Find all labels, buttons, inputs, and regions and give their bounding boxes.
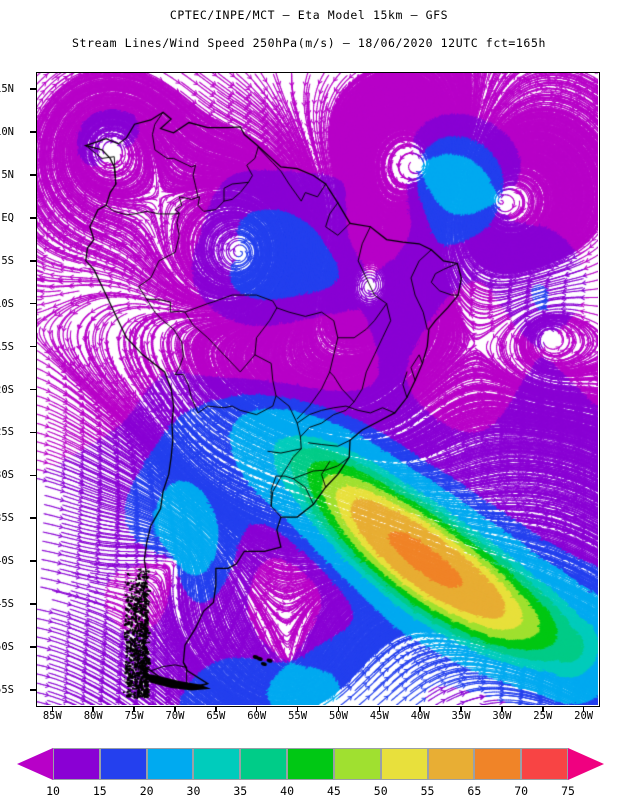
colorbar-segment [240, 748, 287, 780]
x-axis-tick-mark [256, 707, 258, 712]
y-axis-tick-mark [30, 560, 36, 562]
map-plot-area [36, 72, 600, 707]
y-axis-tick-label: 30S [0, 469, 14, 481]
title-model-line: CPTEC/INPE/MCT — Eta Model 15km — GFS [0, 8, 618, 22]
colorbar-segment [381, 748, 428, 780]
colorbar-tick-label: 55 [421, 784, 435, 798]
colorbar-tick-label: 35 [233, 784, 247, 798]
x-axis-tick-mark [501, 707, 503, 712]
colorbar-tick-label: 40 [280, 784, 294, 798]
x-axis-tick-mark [542, 707, 544, 712]
y-axis-tick-mark [30, 646, 36, 648]
colorbar-tick-label: 20 [140, 784, 154, 798]
y-axis-tick-mark [30, 131, 36, 133]
y-axis-tick-label: 40S [0, 555, 14, 567]
x-axis-tick-mark [338, 707, 340, 712]
colorbar-segment [53, 748, 100, 780]
colorbar-tick-label: 50 [374, 784, 388, 798]
y-axis-tick-label: 15S [0, 341, 14, 353]
y-axis-tick-mark [30, 303, 36, 305]
y-axis-tick-mark [30, 88, 36, 90]
x-axis-tick-mark [92, 707, 94, 712]
y-axis-tick-mark [30, 475, 36, 477]
colorbar-tick-label: 10 [46, 784, 60, 798]
title-field-line: Stream Lines/Wind Speed 250hPa(m/s) — 18… [0, 36, 618, 50]
colorbar-segment [147, 748, 194, 780]
y-axis-tick-mark [30, 174, 36, 176]
y-axis-tick-mark [30, 217, 36, 219]
colorbar-segment [474, 748, 521, 780]
x-axis-tick-mark [419, 707, 421, 712]
colorbar-segment [428, 748, 475, 780]
y-axis-tick-label: 10N [0, 126, 14, 138]
colorbar-tick-label: 30 [187, 784, 201, 798]
y-axis-tick-label: 15N [0, 83, 14, 95]
y-axis-tick-label: 5S [1, 255, 14, 267]
y-axis-tick-label: 35S [0, 512, 14, 524]
colorbar-tick-label: 75 [561, 784, 575, 798]
streamline-wind-field [37, 73, 598, 705]
y-axis-tick-mark [30, 389, 36, 391]
y-axis-tick-label: 55S [0, 684, 14, 696]
colorbar-segment [100, 748, 147, 780]
colorbar-under-arrow [17, 748, 53, 780]
y-axis-tick-label: EQ [1, 212, 14, 224]
x-axis-tick-mark [215, 707, 217, 712]
y-axis-tick-label: 20S [0, 384, 14, 396]
x-axis-tick-mark [52, 707, 54, 712]
y-axis-tick-label: 5N [1, 169, 14, 181]
x-axis-tick-mark [133, 707, 135, 712]
colorbar-tick-label: 15 [93, 784, 107, 798]
colorbar-tick-label: 45 [327, 784, 341, 798]
colorbar-tick-label: 70 [514, 784, 528, 798]
chart-header: CPTEC/INPE/MCT — Eta Model 15km — GFS St… [0, 0, 618, 50]
y-axis-tick-mark [30, 260, 36, 262]
y-axis-tick-mark [30, 432, 36, 434]
x-axis-tick-mark [460, 707, 462, 712]
colorbar-segment [521, 748, 568, 780]
colorbar-tick-label: 65 [467, 784, 481, 798]
x-axis-tick-mark [379, 707, 381, 712]
wind-speed-colorbar: 10 15 20 30 35 40 45 50 55 65 70 75 [0, 744, 618, 800]
y-axis-tick-label: 50S [0, 641, 14, 653]
y-axis-tick-mark [30, 517, 36, 519]
colorbar-segment [334, 748, 381, 780]
colorbar-segment [287, 748, 334, 780]
y-axis-tick-label: 10S [0, 298, 14, 310]
y-axis-tick-mark [30, 346, 36, 348]
y-axis-tick-label: 45S [0, 598, 14, 610]
x-axis-tick-mark [174, 707, 176, 712]
x-axis-tick-mark [297, 707, 299, 712]
y-axis-tick-label: 25S [0, 426, 14, 438]
colorbar-segment [193, 748, 240, 780]
x-axis-tick-mark [583, 707, 585, 712]
y-axis-tick-mark [30, 603, 36, 605]
y-axis-tick-mark [30, 689, 36, 691]
colorbar-over-arrow [568, 748, 604, 780]
